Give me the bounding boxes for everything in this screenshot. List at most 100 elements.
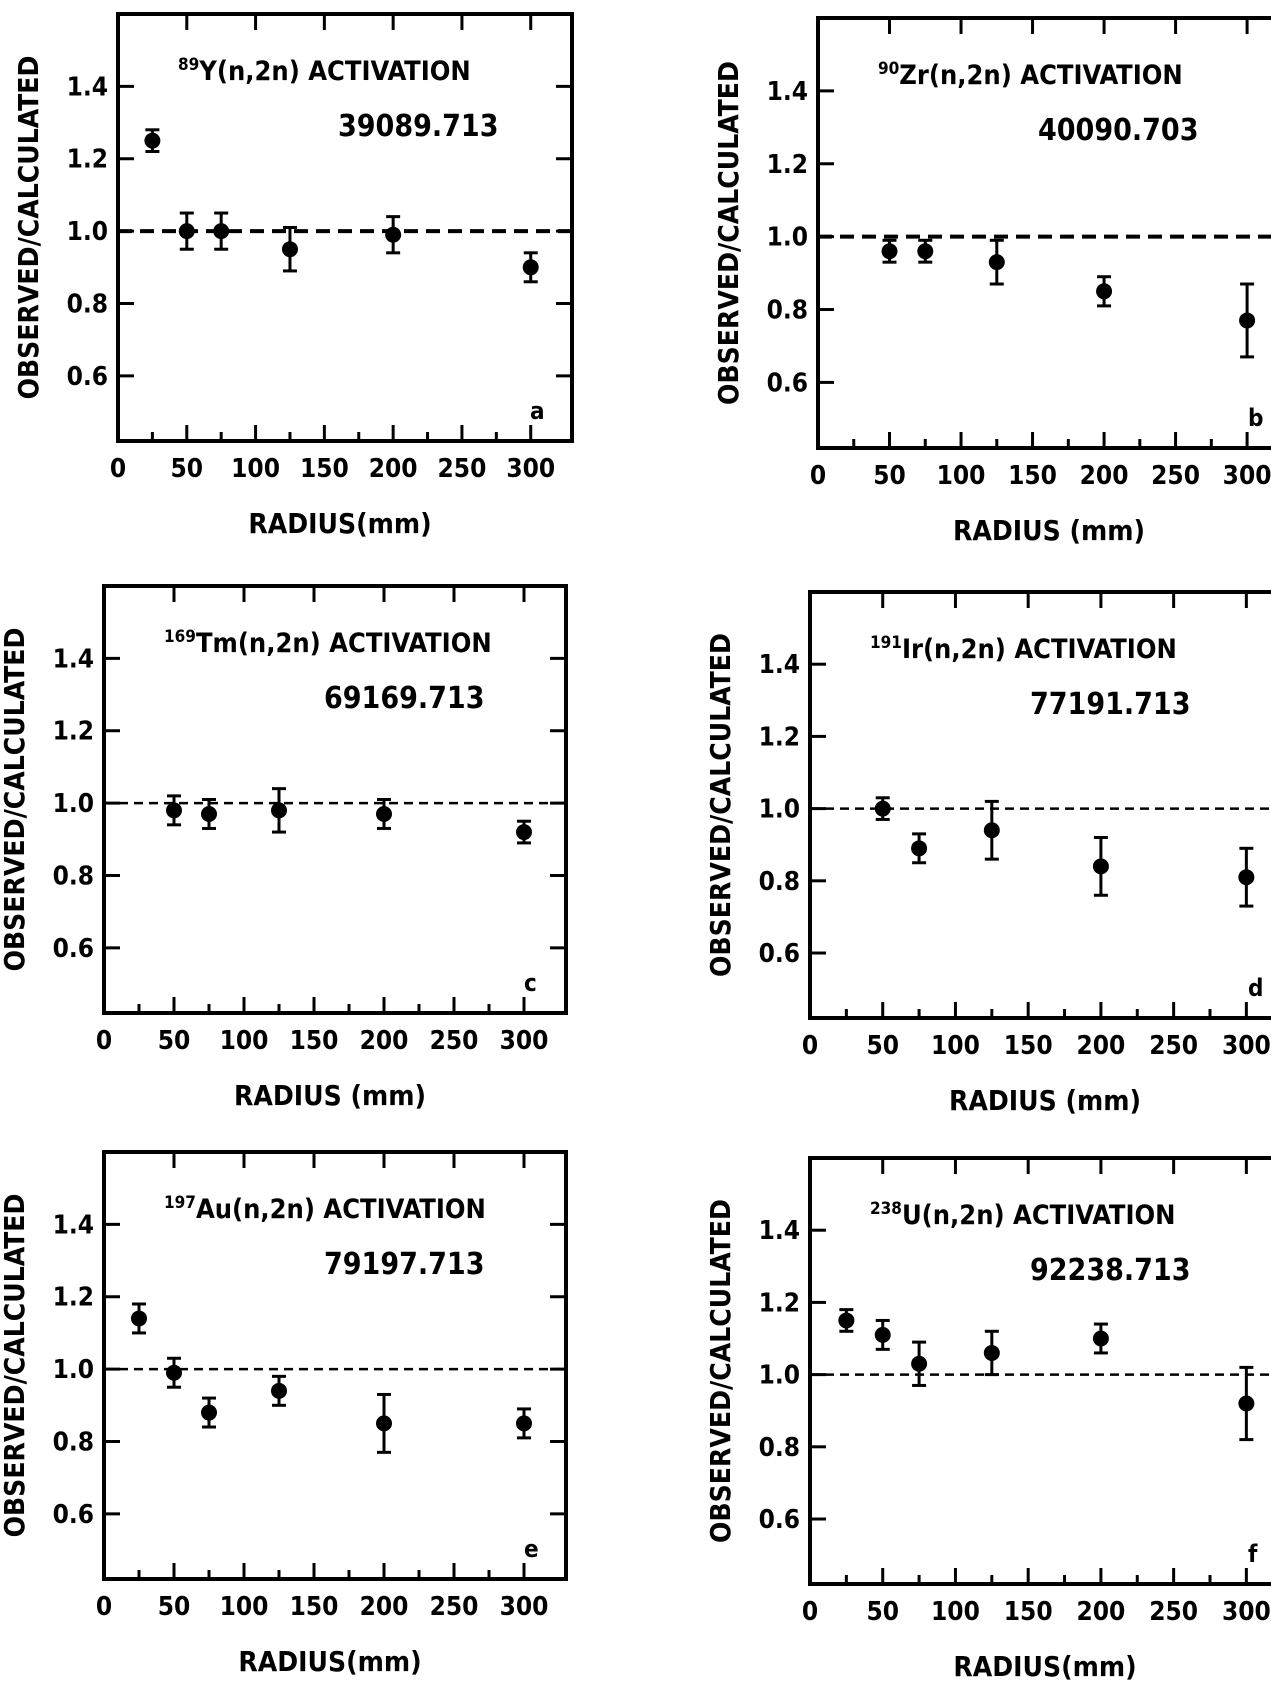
y-tick-label: 1.0 bbox=[53, 789, 94, 819]
data-point bbox=[838, 1312, 855, 1329]
y-tick-label: 1.2 bbox=[53, 717, 94, 747]
panel-letter: d bbox=[1248, 974, 1263, 1002]
data-point bbox=[516, 824, 532, 841]
x-tick-label: 200 bbox=[1080, 461, 1129, 491]
x-tick-label: 200 bbox=[1076, 1597, 1125, 1627]
title-text: U(n,2n) ACTIVATION bbox=[902, 1200, 1176, 1231]
data-point bbox=[271, 802, 287, 819]
y-tick-label: 1.0 bbox=[767, 223, 808, 253]
x-tick-label: 150 bbox=[1004, 1031, 1053, 1061]
plot-frame bbox=[808, 590, 1271, 1020]
panel-code: 77191.713 bbox=[1030, 687, 1191, 722]
plot-frame bbox=[816, 16, 1271, 450]
y-tick-label: 0.8 bbox=[759, 867, 800, 897]
x-axis-label: RADIUS(mm) bbox=[953, 1650, 1136, 1683]
data-point bbox=[376, 1415, 392, 1432]
x-tick-label: 250 bbox=[1149, 1031, 1198, 1061]
y-tick-label: 0.6 bbox=[767, 368, 808, 398]
panel-letter: c bbox=[524, 969, 537, 997]
y-tick-label: 0.6 bbox=[53, 934, 94, 964]
data-point bbox=[1239, 312, 1256, 329]
y-axis-label: OBSERVED/CALCULATED bbox=[704, 1199, 737, 1543]
x-tick-label: 150 bbox=[1008, 461, 1057, 491]
data-point bbox=[1238, 869, 1255, 886]
data-point bbox=[1092, 858, 1109, 875]
title-superscript: 197 bbox=[164, 1193, 196, 1213]
panel-code: 40090.703 bbox=[1038, 113, 1199, 148]
y-tick-label: 0.8 bbox=[53, 1427, 94, 1457]
data-point bbox=[874, 1326, 891, 1343]
title-text: Au(n,2n) ACTIVATION bbox=[196, 1194, 486, 1225]
y-tick-label: 1.4 bbox=[67, 72, 108, 102]
y-axis-label: OBSERVED/CALCULATED bbox=[0, 1194, 31, 1538]
data-point bbox=[988, 254, 1005, 271]
y-axis-label: OBSERVED/CALCULATED bbox=[12, 56, 45, 400]
y-axis-label: OBSERVED/CALCULATED bbox=[0, 628, 31, 972]
x-tick-label: 300 bbox=[1222, 1031, 1271, 1061]
x-tick-label: 50 bbox=[171, 454, 204, 484]
y-tick-label: 1.4 bbox=[767, 77, 808, 107]
y-tick-label: 1.0 bbox=[53, 1355, 94, 1385]
title-text: Zr(n,2n) ACTIVATION bbox=[899, 60, 1182, 91]
data-point bbox=[522, 259, 539, 276]
x-tick-label: 300 bbox=[1223, 461, 1271, 491]
data-point bbox=[881, 243, 898, 260]
panel-letter: a bbox=[530, 397, 545, 425]
x-tick-label: 250 bbox=[430, 1592, 479, 1622]
x-axis-label: RADIUS (mm) bbox=[953, 514, 1145, 547]
y-tick-label: 1.2 bbox=[67, 145, 108, 175]
x-tick-label: 0 bbox=[96, 1592, 112, 1622]
x-tick-label: 50 bbox=[866, 1597, 899, 1627]
panel-title: 191Ir(n,2n) ACTIVATION bbox=[870, 633, 1177, 665]
x-tick-label: 0 bbox=[802, 1031, 818, 1061]
plot-frame bbox=[102, 584, 568, 1015]
title-text: Tm(n,2n) ACTIVATION bbox=[196, 628, 492, 659]
y-tick-label: 1.4 bbox=[53, 1210, 94, 1240]
data-point bbox=[516, 1415, 532, 1432]
y-tick-label: 0.6 bbox=[759, 939, 800, 969]
x-tick-label: 100 bbox=[220, 1592, 269, 1622]
x-tick-label: 250 bbox=[430, 1026, 479, 1056]
data-point bbox=[376, 805, 392, 822]
title-superscript: 191 bbox=[870, 633, 902, 653]
x-tick-label: 150 bbox=[290, 1026, 339, 1056]
plot-frame bbox=[116, 12, 574, 443]
data-point bbox=[166, 1364, 182, 1381]
panel-code: 79197.713 bbox=[324, 1247, 485, 1282]
x-tick-label: 50 bbox=[158, 1026, 191, 1056]
panel-title: 90Zr(n,2n) ACTIVATION bbox=[878, 59, 1183, 91]
x-tick-label: 200 bbox=[360, 1026, 409, 1056]
x-tick-label: 50 bbox=[873, 461, 906, 491]
data-point bbox=[166, 802, 182, 819]
panel-letter: e bbox=[524, 1535, 539, 1563]
y-tick-label: 1.4 bbox=[759, 1216, 800, 1246]
data-point bbox=[271, 1382, 287, 1399]
data-point bbox=[201, 805, 217, 822]
data-point bbox=[385, 226, 402, 243]
plot-frame bbox=[808, 1156, 1271, 1586]
data-point bbox=[178, 223, 195, 240]
x-tick-label: 200 bbox=[360, 1592, 409, 1622]
y-tick-label: 0.8 bbox=[759, 1433, 800, 1463]
x-axis-label: RADIUS(mm) bbox=[248, 507, 431, 540]
y-tick-label: 1.0 bbox=[67, 217, 108, 247]
title-superscript: 89 bbox=[178, 55, 199, 75]
x-tick-label: 200 bbox=[1076, 1031, 1125, 1061]
data-point bbox=[213, 223, 230, 240]
y-tick-label: 0.6 bbox=[53, 1500, 94, 1530]
x-tick-label: 300 bbox=[500, 1026, 549, 1056]
panel-e: 0 50 100 150 200 250 300 0.6 0.8 1.0 1.2 1.4 197Au(n… bbox=[0, 1150, 568, 1678]
panel-code: 69169.713 bbox=[324, 681, 485, 716]
x-axis-label: RADIUS(mm) bbox=[238, 1645, 421, 1678]
x-tick-label: 0 bbox=[96, 1026, 112, 1056]
panel-c: 0 50 100 150 200 250 300 0.6 0.8 1.0 1.2 1.4 169Tm(n… bbox=[0, 584, 568, 1112]
panel-b: 0 50 100 150 200 250 300 0.6 0.8 1.0 1.2 1.4 90Zr(n,… bbox=[712, 16, 1271, 547]
data-point bbox=[1096, 283, 1113, 300]
data-point bbox=[1092, 1330, 1109, 1347]
y-axis-label: OBSERVED/CALCULATED bbox=[712, 61, 745, 405]
data-point bbox=[281, 241, 298, 258]
title-superscript: 238 bbox=[870, 1199, 902, 1219]
title-text: Y(n,2n) ACTIVATION bbox=[198, 56, 470, 87]
panel-title: 89Y(n,2n) ACTIVATION bbox=[178, 55, 471, 87]
x-tick-label: 150 bbox=[290, 1592, 339, 1622]
